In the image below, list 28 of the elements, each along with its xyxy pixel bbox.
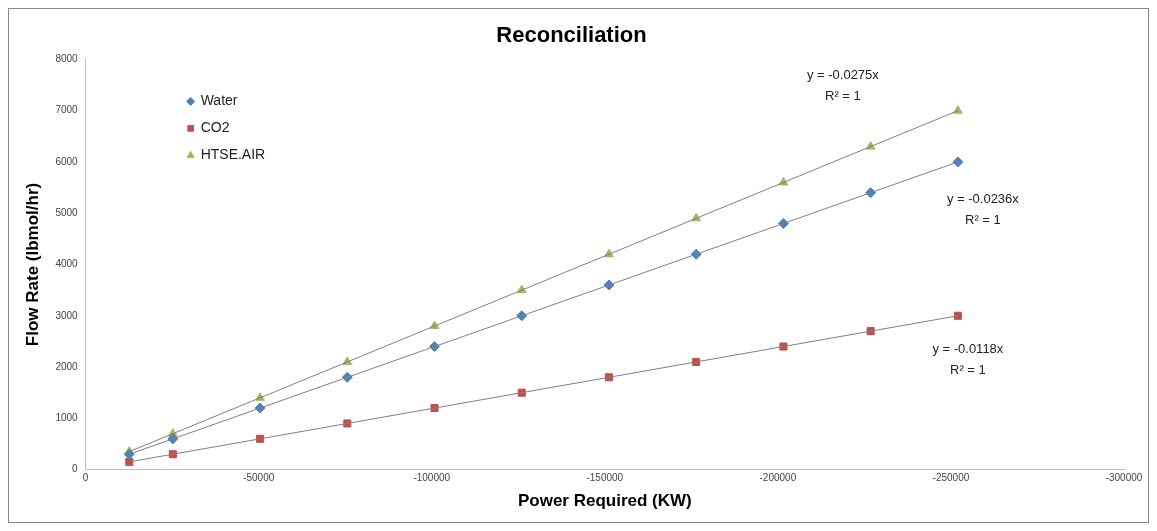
x-tick-label: -50000 [243,472,275,484]
y-tick-label: 2000 [55,360,79,372]
y-tick-label: 5000 [55,206,79,218]
y-tick-label: 8000 [55,53,79,65]
y-tick-label: 3000 [55,309,79,321]
y-tick-label: 4000 [55,258,79,270]
x-tick-label: -150000 [586,472,624,484]
annotation: y = -0.0236x [946,190,1020,206]
y-tick-label: 0 [72,463,79,475]
chart-title: Reconciliation [496,22,647,48]
annotation: y = -0.0118x [932,341,1004,357]
y-tick-label: 7000 [55,104,79,116]
y-tick-label: 1000 [55,412,79,424]
y-tick-label: 6000 [55,155,79,167]
legend-label: Water [200,92,238,109]
legend-label: CO2 [200,119,230,136]
legend-label: HTSE.AIR [200,146,266,163]
x-axis-title: Power Required (KW) [517,491,692,511]
annotation: R² = 1 [824,88,861,104]
y-axis-title: Flow Rate (lbmol/hr) [22,182,42,347]
x-tick-label: 0 [82,472,89,484]
x-tick-label: -100000 [413,472,451,484]
x-tick-label: -300000 [1105,472,1143,484]
annotation: R² = 1 [949,362,986,378]
x-tick-label: -250000 [932,472,970,484]
annotation: R² = 1 [964,211,1001,227]
annotation: y = -0.0275x [806,67,880,83]
x-tick-label: -200000 [759,472,797,484]
